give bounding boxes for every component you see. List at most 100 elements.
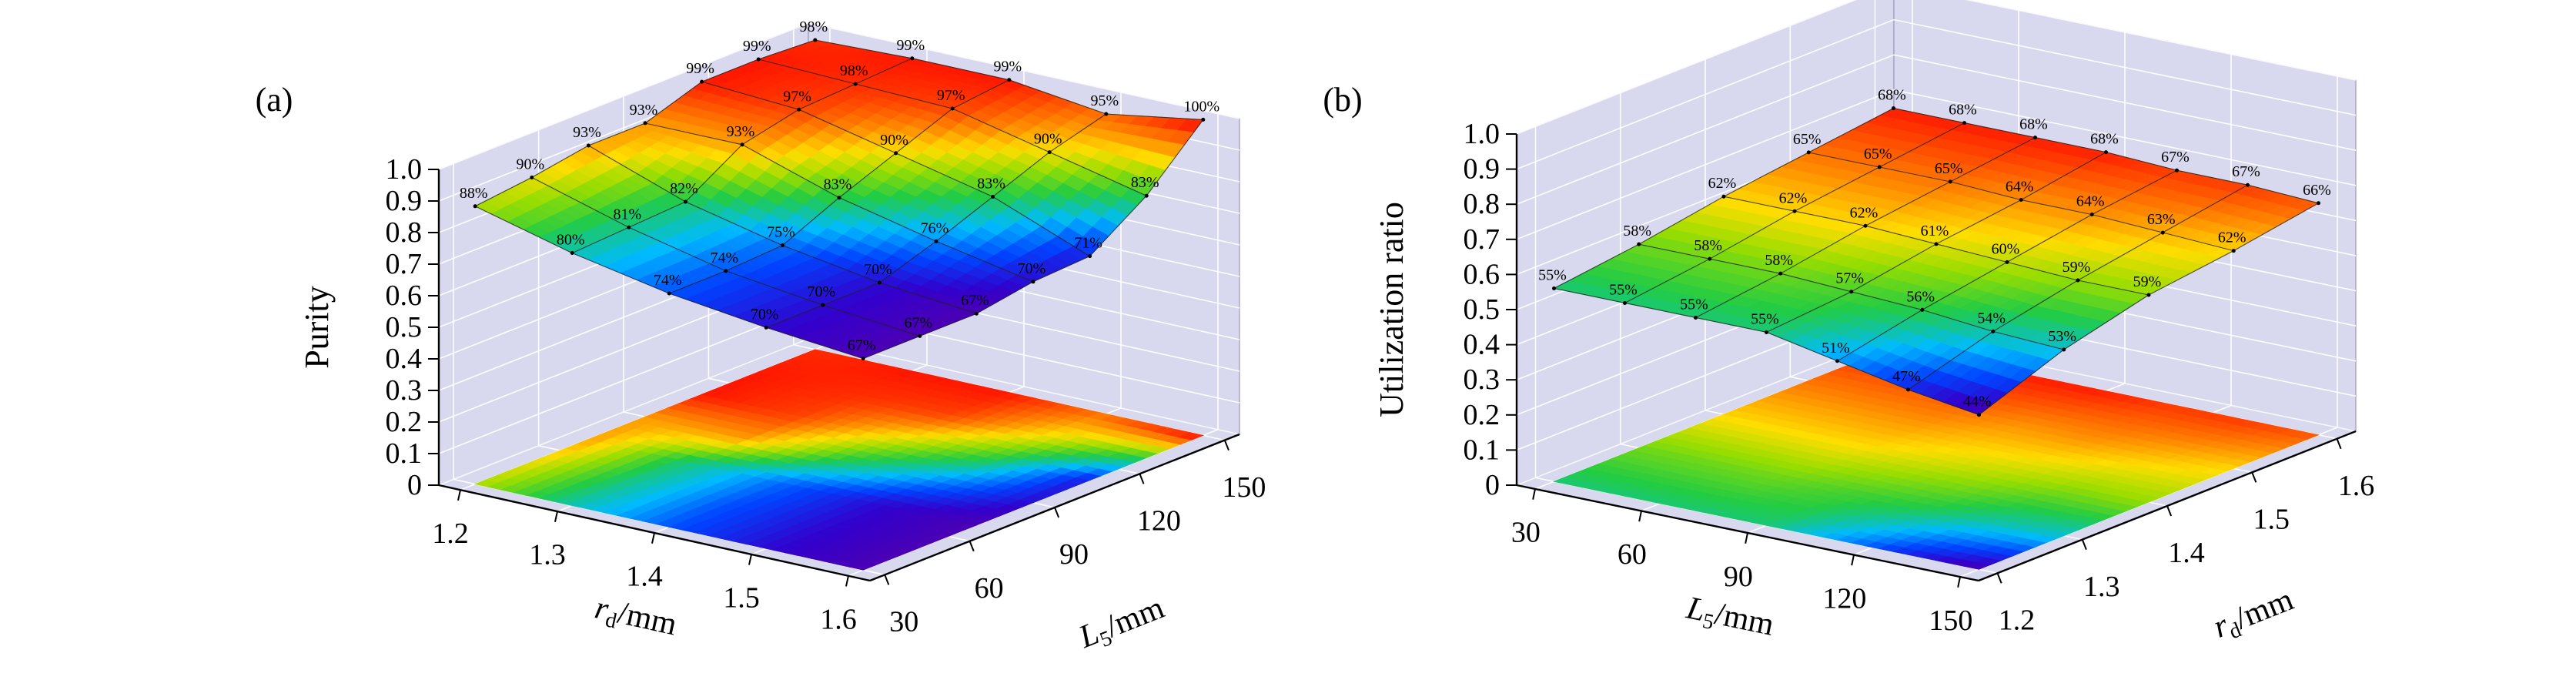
data-point-dot	[2033, 136, 2037, 140]
z-tick-label: 0.8	[1464, 188, 1500, 220]
data-point-dot	[1934, 242, 1939, 246]
z-tick-label: 0.1	[386, 437, 423, 470]
axis2-tick	[1054, 507, 1060, 518]
point-value-label: 90%	[1034, 131, 1062, 148]
point-value-label: 59%	[2133, 273, 2162, 290]
point-value-label: 100%	[1183, 98, 1219, 115]
data-point-dot	[740, 142, 744, 147]
point-value-label: 62%	[2218, 229, 2246, 246]
axis2-tick	[2081, 539, 2087, 551]
data-point-dot	[1863, 223, 1868, 228]
z-tick-label: 0.9	[1464, 153, 1500, 186]
axis2-tick	[2336, 438, 2342, 450]
data-point-dot	[2076, 278, 2080, 283]
z-tick-label: 0.5	[1464, 293, 1500, 326]
data-point-dot	[1088, 254, 1092, 259]
point-value-label: 93%	[630, 102, 658, 119]
point-value-label: 58%	[1623, 223, 1651, 239]
data-point-dot	[1637, 242, 1641, 246]
axis1-tick-label: 1.6	[820, 603, 857, 635]
point-value-label: 83%	[977, 175, 1005, 192]
data-point-dot	[918, 333, 922, 338]
axis2-tick-label: 30	[889, 606, 918, 638]
z-tick-label: 0	[1485, 469, 1500, 501]
axis2-tick	[884, 574, 890, 585]
point-value-label: 55%	[1538, 266, 1567, 283]
point-value-label: 54%	[1977, 310, 2006, 327]
data-point-dot	[894, 151, 898, 156]
data-point-dot	[570, 251, 574, 255]
data-point-dot	[1552, 286, 1556, 290]
point-value-label: 93%	[727, 123, 755, 140]
point-value-label: 90%	[516, 156, 544, 172]
point-value-label: 55%	[1751, 311, 1779, 328]
axis2-tick	[1223, 440, 1229, 451]
axis1-title: rd/mm	[591, 590, 681, 646]
data-point-dot	[2246, 183, 2250, 187]
point-value-label: 58%	[1694, 237, 1722, 254]
data-point-dot	[853, 82, 858, 86]
z-tick-label: 0.2	[386, 406, 423, 438]
data-point-dot	[667, 291, 671, 296]
data-point-dot	[1031, 280, 1035, 284]
data-point-dot	[1849, 290, 1854, 294]
data-point-dot	[1835, 359, 1839, 363]
data-point-dot	[2146, 293, 2151, 297]
z-tick-label: 0.6	[386, 280, 423, 312]
point-value-label: 47%	[1892, 368, 1921, 385]
point-value-label: 63%	[2147, 211, 2176, 228]
axis1-tick	[457, 489, 461, 501]
z-tick-label: 0.1	[1464, 434, 1500, 466]
point-value-label: 64%	[2076, 193, 2105, 210]
data-point-dot	[643, 121, 647, 126]
z-tick-label: 0.5	[386, 311, 423, 343]
data-point-dot	[1721, 194, 1726, 199]
point-value-label: 81%	[613, 206, 641, 223]
data-point-dot	[1623, 300, 1627, 305]
axis2-tick-label: 120	[1137, 505, 1181, 538]
z-tick-label: 0	[407, 469, 422, 501]
point-value-label: 61%	[1921, 223, 1949, 239]
data-point-dot	[2231, 249, 2236, 253]
data-point-dot	[2175, 168, 2179, 172]
z-tick-label: 0.7	[1464, 223, 1500, 256]
data-point-dot	[821, 303, 825, 307]
axis1-tick	[651, 532, 655, 544]
point-value-label: 51%	[1822, 340, 1850, 357]
point-value-label: 62%	[1850, 204, 1878, 221]
data-point-dot	[627, 225, 631, 229]
point-value-label: 59%	[2062, 259, 2091, 276]
data-point-dot	[2005, 260, 2009, 264]
axis1-tick	[1638, 511, 1642, 522]
axis1-tick	[845, 575, 849, 587]
data-point-dot	[1047, 150, 1052, 155]
data-point-dot	[877, 280, 882, 285]
point-value-label: 58%	[1765, 252, 1793, 269]
point-value-label: 71%	[1074, 235, 1102, 252]
axis2-tick	[2251, 471, 2257, 483]
data-point-dot	[473, 204, 477, 209]
point-value-label: 70%	[864, 261, 892, 278]
data-point-dot	[813, 38, 818, 42]
data-point-dot	[764, 325, 768, 330]
data-point-dot	[1778, 271, 1783, 276]
axis1-tick-label: 90	[1724, 561, 1753, 593]
data-point-dot	[1201, 117, 1206, 122]
point-value-label: 65%	[1864, 146, 1892, 162]
data-point-dot	[2019, 198, 2023, 203]
point-value-label: 60%	[1992, 240, 2020, 257]
data-point-dot	[1977, 413, 1981, 417]
axes: 00.10.20.30.40.50.60.70.80.91.0 30 60 90 120…	[1464, 118, 2375, 637]
point-value-label: 75%	[767, 224, 795, 241]
point-value-label: 44%	[1963, 394, 1992, 410]
point-value-label: 93%	[573, 124, 601, 141]
data-point-dot	[1906, 387, 1910, 392]
data-point-dot	[837, 196, 841, 200]
axis1-tick-label: 1.4	[626, 561, 663, 593]
data-point-labels: 55% 55% 55% 55% 51% 47% 44% 58% 58% 58% 57% 56% 54% 5…	[1538, 87, 2331, 417]
point-value-label: 68%	[2019, 116, 2048, 133]
axis1-tick-label: 1.2	[432, 518, 469, 550]
z-tick-label: 0.3	[1464, 363, 1500, 396]
data-point-dot	[1892, 106, 1895, 111]
data-point-dot	[2160, 230, 2165, 235]
